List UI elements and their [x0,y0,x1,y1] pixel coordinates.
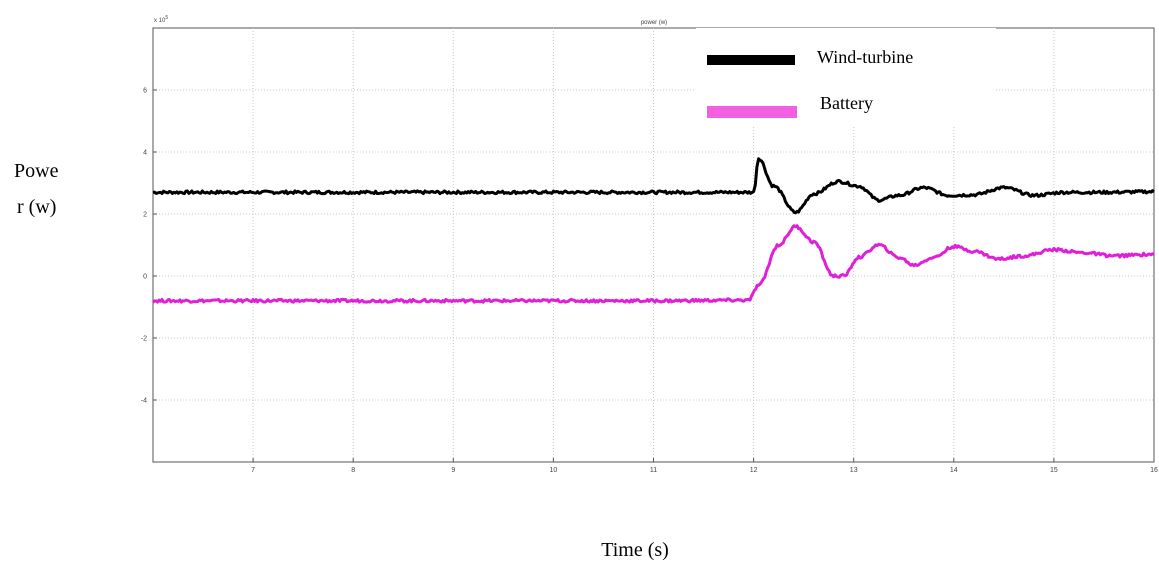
x-tick-label: 14 [950,467,958,474]
x-tick-label: 9 [451,467,455,474]
y-tick-label: 2 [143,212,147,219]
x-tick-label: 10 [550,467,558,474]
legend: Wind-turbine Battery [696,28,996,125]
y-tick-label: 4 [143,150,147,157]
legend-swatch-wind-turbine [707,55,795,65]
legend-label-battery: Battery [820,93,873,113]
x-tick-label: 12 [750,467,758,474]
series-line-wind-turbine [152,157,1155,215]
y-tick-label: 6 [143,88,147,95]
y-axis-label-line1: Powe [14,160,59,182]
series-layer [152,157,1155,304]
axis-ticks: 7 8 9 10 11 12 13 14 15 16 -4 -2 0 2 4 6 [141,88,1158,475]
legend-label-wind-turbine: Wind-turbine [817,47,913,67]
x-tick-label: 11 [650,467,657,474]
legend-swatch-battery [707,106,797,118]
x-tick-label: 16 [1150,467,1158,474]
x-tick-label: 13 [850,467,858,474]
exponent-power: 5 [165,15,168,21]
x-tick-label: 15 [1050,467,1058,474]
y-tick-label: 0 [143,274,147,281]
y-tick-label: -2 [141,336,147,343]
x-tick-label: 8 [351,467,355,474]
y-axis-label-line2: r (w) [17,196,56,218]
x-tick-label: 7 [251,467,255,474]
exponent-label: x 105 [154,15,168,24]
y-tick-label: -4 [141,398,147,405]
x-axis-label: Time (s) [601,539,669,561]
series-line-battery [152,224,1155,304]
chart-title: power (w) [641,20,667,26]
